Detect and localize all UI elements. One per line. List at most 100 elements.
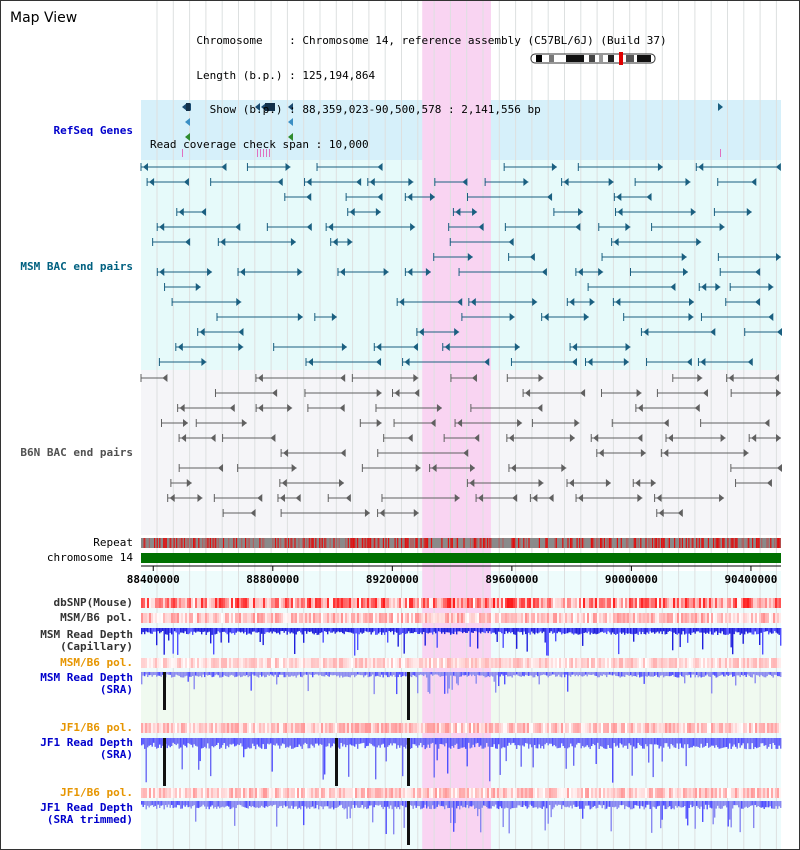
dbsnp-label[interactable]: dbSNP(Mouse)	[53, 596, 133, 609]
heat-cell	[769, 788, 771, 798]
msm-read-depth-sra-label[interactable]: MSM Read Depth (SRA)	[40, 671, 133, 696]
heat-cell	[437, 658, 439, 668]
feature-arrow	[185, 118, 190, 126]
heat-cell	[533, 613, 535, 623]
depth-bar	[624, 628, 626, 635]
heat-cell	[203, 723, 205, 733]
heat-cell	[431, 613, 433, 623]
heat-cell	[149, 723, 151, 733]
heat-cell	[547, 613, 549, 623]
heat-cell	[769, 658, 771, 668]
jf1-read-depth-trimmed-label[interactable]: JF1 Read Depth (SRA trimmed)	[40, 801, 133, 826]
depth-bar	[307, 801, 309, 808]
depth-bar	[196, 672, 198, 677]
heat-cell	[651, 598, 653, 608]
depth-bar	[282, 628, 284, 632]
feature-arrow	[776, 434, 781, 442]
depth-bar	[268, 628, 270, 633]
heat-cell	[621, 788, 623, 798]
heat-cell	[305, 788, 307, 798]
heat-cell	[189, 723, 191, 733]
heat-cell	[743, 598, 745, 608]
feature-arrow	[715, 283, 721, 291]
msm-b6-pol-2-label[interactable]: MSM/B6 pol.	[60, 656, 133, 669]
heat-cell	[743, 788, 745, 798]
depth-bar	[607, 672, 609, 675]
heat-cell	[337, 598, 339, 608]
heat-cell	[577, 788, 579, 798]
depth-bar	[351, 628, 353, 633]
heat-cell	[627, 658, 629, 668]
jf1-read-depth-sra-label[interactable]: JF1 Read Depth (SRA)	[40, 736, 133, 761]
depth-bar	[273, 738, 275, 745]
heat-cell	[589, 613, 591, 623]
refseq-genes-label[interactable]: RefSeq Genes	[53, 124, 133, 137]
repeat-element	[441, 538, 443, 548]
heat-cell	[585, 788, 587, 798]
depth-bar	[769, 672, 771, 675]
depth-bar	[423, 738, 425, 746]
heat-cell	[303, 658, 305, 668]
jf1-b6-pol-label[interactable]: JF1/B6 pol.	[60, 721, 133, 734]
depth-bar	[238, 672, 240, 676]
depth-bar	[561, 672, 563, 678]
depth-bar	[331, 738, 333, 747]
heat-cell	[745, 613, 747, 623]
heat-cell	[399, 658, 401, 668]
heat-cell	[387, 658, 389, 668]
depth-bar	[142, 628, 144, 633]
msm-bac-label[interactable]: MSM BAC end pairs	[20, 260, 133, 273]
depth-bar	[261, 672, 263, 677]
heat-cell	[757, 613, 759, 623]
depth-bar	[546, 628, 548, 656]
depth-bar	[244, 801, 246, 808]
depth-bar	[385, 672, 387, 676]
heat-cell	[777, 598, 779, 608]
depth-bar	[736, 738, 738, 749]
depth-bar	[756, 672, 758, 676]
feature-arrow	[656, 494, 662, 502]
heat-cell	[563, 613, 565, 623]
depth-bar	[688, 628, 690, 634]
depth-bar	[235, 672, 237, 677]
depth-gap-marker	[163, 672, 166, 710]
depth-bar	[780, 628, 782, 646]
depth-bar	[672, 672, 674, 675]
repeat-element	[186, 538, 188, 548]
depth-bar	[537, 628, 539, 634]
heat-cell	[569, 613, 571, 623]
heat-cell	[241, 598, 243, 608]
b6n-bac-label[interactable]: B6N BAC end pairs	[20, 446, 133, 459]
depth-bar	[606, 628, 608, 635]
heat-cell	[487, 658, 489, 668]
msm-b6-pol-label[interactable]: MSM/B6 pol.	[60, 611, 133, 624]
depth-bar	[345, 672, 347, 677]
heat-cell	[501, 613, 503, 623]
depth-bar	[519, 738, 521, 746]
heat-cell	[221, 598, 223, 608]
heat-cell	[409, 658, 411, 668]
heat-cell	[591, 613, 593, 623]
depth-bar	[748, 801, 750, 807]
heat-cell	[439, 598, 441, 608]
heat-cell	[635, 658, 637, 668]
depth-bar	[432, 628, 434, 635]
repeat-element	[450, 538, 452, 548]
depth-bar	[439, 628, 441, 632]
depth-bar	[184, 628, 186, 632]
depth-bar	[463, 628, 465, 632]
heat-cell	[755, 658, 757, 668]
heat-cell	[239, 788, 241, 798]
depth-bar	[628, 801, 630, 808]
depth-bar	[429, 801, 431, 809]
msm-read-depth-capillary-label[interactable]: MSM Read Depth (Capillary)	[40, 628, 133, 653]
heat-cell	[537, 658, 539, 668]
depth-bar	[579, 801, 581, 809]
depth-bar	[501, 672, 503, 675]
depth-bar	[489, 801, 491, 809]
depth-bar	[270, 801, 272, 806]
heat-cell	[187, 658, 189, 668]
feature-arrow	[413, 509, 419, 517]
jf1-b6-pol-2-label[interactable]: JF1/B6 pol.	[60, 786, 133, 799]
